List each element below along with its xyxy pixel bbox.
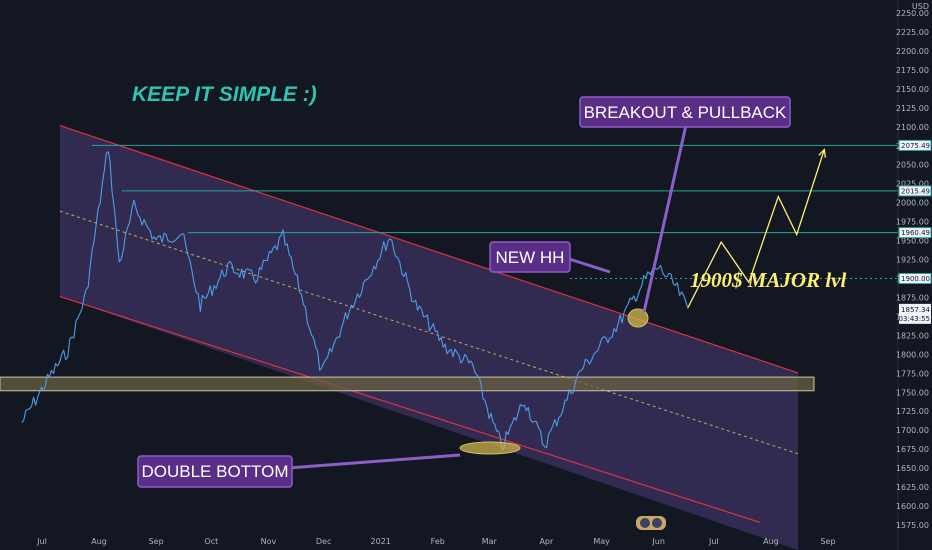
- callout-new-hh-text: NEW HH: [496, 248, 565, 267]
- author-logo: [636, 516, 666, 530]
- level-price-tag: 1900.00: [898, 273, 932, 284]
- current-price-bg: [899, 303, 931, 324]
- channel-fill: [60, 125, 798, 550]
- level-price-tag: 2015.49: [898, 185, 932, 197]
- y-tick-label: 2175.00: [896, 66, 929, 75]
- y-tick-label-partial: 2250.00: [896, 9, 929, 18]
- projection-path: [687, 148, 827, 308]
- current-price-label: 1857.34: [901, 306, 930, 314]
- y-tick-label: 1650.00: [896, 464, 929, 473]
- pullback-highlight: [627, 308, 649, 328]
- x-tick-label: May: [593, 537, 610, 546]
- y-tick-label: 2100.00: [896, 123, 929, 132]
- x-tick-label: Sep: [149, 537, 164, 546]
- x-tick-label: Jul: [36, 537, 47, 546]
- level-tag-bg: [898, 185, 932, 197]
- level-tag-bg: [898, 273, 932, 284]
- callout-pointer: [287, 453, 461, 470]
- y-tick-label: 1925.00: [896, 256, 929, 265]
- channel-lower-line: [59, 296, 761, 523]
- y-tick-label: 2200.00: [896, 47, 929, 56]
- major-level-note: 1900$ MAJOR lvl: [690, 268, 847, 292]
- x-tick-label: 2021: [371, 537, 391, 546]
- x-tick-label: Jun: [651, 537, 665, 546]
- y-tick-label: 1875.00: [896, 293, 929, 302]
- price-line: [21, 151, 689, 451]
- callout-new-hh[interactable]: NEW HH: [489, 241, 611, 274]
- x-tick-label: Nov: [261, 537, 277, 546]
- price-channel: [59, 125, 799, 550]
- y-tick-label: 1625.00: [896, 483, 929, 492]
- callout-breakout-text: BREAKOUT & PULLBACK: [584, 103, 787, 122]
- y-tick-label: 1575.00: [896, 521, 929, 530]
- double-bottom-highlight: [459, 441, 521, 455]
- y-tick-label: 1600.00: [896, 502, 929, 511]
- projection-line: [687, 149, 825, 308]
- callout-pointer: [642, 124, 688, 313]
- support-zone: [0, 376, 815, 392]
- callout-double-bottom[interactable]: DOUBLE BOTTOM: [137, 453, 461, 488]
- callout-pointer: [565, 256, 611, 274]
- y-tick-label: 1800.00: [896, 350, 929, 359]
- y-tick-label: 1975.00: [896, 218, 929, 227]
- x-tick-label: Aug: [91, 537, 107, 546]
- y-tick-label: 1675.00: [896, 445, 929, 454]
- y-tick-label: 1700.00: [896, 426, 929, 435]
- y-tick-label: 2025.00: [896, 180, 929, 189]
- y-tick-label: 1825.00: [896, 331, 929, 340]
- level-tag-bg: [898, 227, 932, 239]
- y-tick-label: 1750.00: [896, 388, 929, 397]
- callout-breakout-pullback[interactable]: BREAKOUT & PULLBACK: [579, 96, 791, 313]
- x-tick-label: Dec: [316, 537, 331, 546]
- price-tags: 2075.49 2015.49 1960.49 1900.00 1857.3403:43…: [898, 139, 932, 324]
- currency-label: USD: [912, 2, 929, 11]
- y-tick-label: 2150.00: [896, 85, 929, 94]
- x-tick-label: Sep: [820, 537, 835, 546]
- level-tag-label: 2075.49: [901, 142, 930, 150]
- y-tick-label: 2125.00: [896, 104, 929, 113]
- level-price-tag: 1960.49: [898, 227, 932, 239]
- price-series: [21, 151, 689, 451]
- level-price-tag: 2075.49: [898, 139, 932, 151]
- y-tick-label: 1950.00: [896, 237, 929, 246]
- y-axis: 1575.00 1600.00 1625.00 1650.00 1675.00 1700.…: [896, 9, 929, 530]
- callout-double-bottom-text: DOUBLE BOTTOM: [141, 462, 288, 481]
- x-tick-label: Jul: [708, 537, 719, 546]
- x-tick-label: Aug: [763, 537, 779, 546]
- level-tag-label: 2015.49: [901, 187, 930, 195]
- x-tick-label: Feb: [431, 537, 445, 546]
- y-tick-label: 2000.00: [896, 199, 929, 208]
- x-tick-label: Oct: [204, 537, 218, 546]
- projection-arrowhead: [818, 148, 827, 158]
- support-zone-rect: [0, 376, 815, 392]
- level-tag-label: 1960.49: [901, 229, 930, 237]
- x-axis: Jul Aug Sep Oct Nov Dec 2021 Feb Mar Apr May Jun Jul…: [36, 537, 835, 546]
- keep-it-simple-note: KEEP IT SIMPLE :): [132, 83, 317, 106]
- y-tick-label: 1725.00: [896, 407, 929, 416]
- level-tag-bg: [898, 139, 932, 151]
- y-tick-label: 2225.00: [896, 28, 929, 37]
- horizontal-levels: [92, 144, 898, 279]
- countdown-label: 03:43:55: [899, 315, 930, 323]
- y-tick-label: 1775.00: [896, 369, 929, 378]
- y-tick-label: 2050.00: [896, 161, 929, 170]
- x-tick-label: Mar: [482, 537, 498, 546]
- x-tick-label: Apr: [539, 537, 554, 546]
- channel-upper-line: [59, 125, 799, 374]
- level-tag-label: 1900.00: [901, 275, 930, 283]
